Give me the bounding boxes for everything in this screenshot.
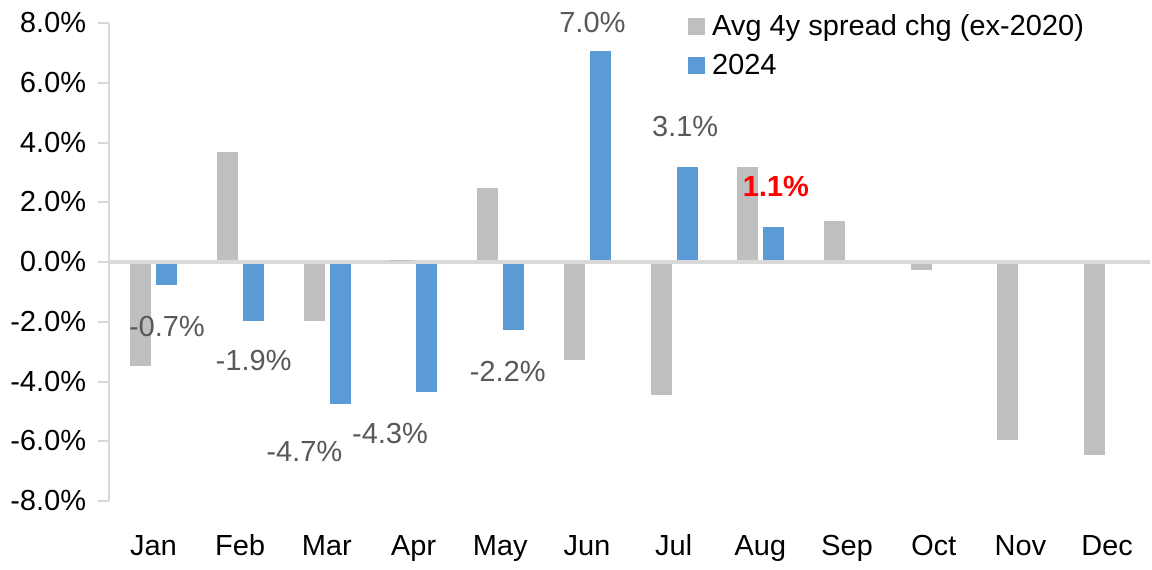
- y-axis-tick-label: -8.0%: [10, 485, 86, 517]
- bar-2024-mar: [329, 264, 351, 405]
- bar-avg-apr: [390, 260, 412, 261]
- x-axis-label-jun: Jun: [563, 530, 611, 562]
- y-axis-tick: [98, 500, 109, 502]
- bar-avg-mar: [303, 264, 325, 321]
- legend-item-avg-4y-spread: Avg 4y spread chg (ex-2020): [688, 11, 1084, 41]
- value-label-feb: -1.9%: [215, 344, 292, 377]
- value-label-may: -2.2%: [469, 355, 546, 388]
- y-axis-line: [108, 23, 110, 501]
- bar-avg-nov: [997, 264, 1019, 441]
- y-axis-tick-label: -2.0%: [10, 305, 86, 338]
- value-label-jan: -0.7%: [128, 310, 205, 343]
- y-axis-tick: [98, 81, 109, 84]
- value-label-aug: 1.1%: [742, 171, 809, 204]
- x-axis-label-apr: Apr: [390, 530, 436, 562]
- bar-avg-aug: [737, 167, 759, 260]
- value-label-mar: -4.7%: [266, 436, 343, 469]
- y-axis-tick-label: 8.0%: [19, 7, 86, 39]
- x-axis-label-dec: Dec: [1081, 530, 1133, 562]
- x-axis-label-may: May: [472, 530, 528, 562]
- value-label-jul: 3.1%: [651, 111, 719, 144]
- y-axis-tick: [98, 22, 109, 24]
- legend-swatch-avg-4y-spread: [688, 17, 705, 35]
- x-axis-label-jul: Jul: [654, 530, 693, 562]
- x-axis-label-feb: Feb: [215, 530, 266, 562]
- y-axis-tick: [98, 440, 109, 443]
- y-axis-tick: [98, 141, 109, 144]
- x-axis-label-jan: Jan: [129, 530, 177, 562]
- y-axis-tick-label: 6.0%: [19, 66, 86, 99]
- y-axis-tick: [98, 201, 109, 204]
- x-axis-label-sep: Sep: [821, 530, 873, 562]
- bar-2024-apr: [416, 264, 438, 393]
- bar-avg-jan: [130, 264, 152, 366]
- bar-2024-jan: [156, 264, 178, 285]
- y-axis-tick-label: 4.0%: [19, 126, 86, 159]
- bar-avg-may: [477, 188, 499, 260]
- y-axis-tick-label: 2.0%: [19, 186, 86, 219]
- bar-2024-feb: [243, 264, 265, 321]
- bar-avg-jul: [650, 264, 672, 396]
- x-axis-label-nov: Nov: [994, 530, 1047, 562]
- y-axis-tick-label: -4.0%: [10, 365, 86, 398]
- x-axis-label-mar: Mar: [301, 530, 352, 562]
- y-axis-tick: [98, 261, 109, 263]
- legend-item-2024: 2024: [688, 50, 1084, 80]
- value-label-jun: 7.0%: [559, 6, 626, 39]
- bar-2024-may: [503, 264, 525, 330]
- value-label-apr: -4.3%: [352, 418, 428, 451]
- legend-label-2024: 2024: [712, 49, 777, 81]
- bar-avg-sep: [823, 221, 845, 260]
- bar-avg-oct: [910, 264, 932, 270]
- legend: Avg 4y spread chg (ex-2020) 2024: [688, 11, 1084, 80]
- bar-avg-jun: [563, 264, 585, 360]
- zero-axis-line: [110, 260, 1150, 264]
- y-axis-tick: [98, 380, 109, 383]
- bar-avg-dec: [1084, 264, 1106, 456]
- bar-avg-feb: [217, 152, 239, 260]
- legend-label-avg-4y-spread: Avg 4y spread chg (ex-2020): [712, 10, 1084, 42]
- bar-2024-jul: [676, 167, 698, 260]
- y-axis-tick-label: -6.0%: [10, 425, 86, 458]
- bar-2024-aug: [763, 227, 785, 260]
- y-axis-tick: [98, 320, 109, 323]
- bar-2024-jun: [589, 50, 611, 260]
- y-axis-tick-label: 0.0%: [19, 246, 86, 278]
- x-axis-label-oct: Oct: [911, 530, 957, 562]
- x-axis-label-aug: Aug: [734, 530, 787, 562]
- legend-swatch-2024: [688, 56, 705, 74]
